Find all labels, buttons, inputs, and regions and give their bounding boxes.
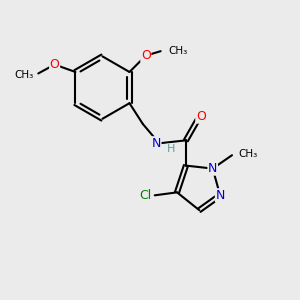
Text: CH₃: CH₃ — [238, 149, 257, 159]
Text: O: O — [50, 58, 59, 71]
Text: O: O — [141, 49, 151, 62]
Text: N: N — [152, 137, 161, 150]
Text: O: O — [196, 110, 206, 123]
Text: CH₃: CH₃ — [15, 70, 34, 80]
Text: H: H — [167, 144, 175, 154]
Text: N: N — [215, 189, 225, 202]
Text: Cl: Cl — [140, 189, 152, 202]
Text: N: N — [208, 162, 218, 175]
Text: CH₃: CH₃ — [168, 46, 188, 56]
